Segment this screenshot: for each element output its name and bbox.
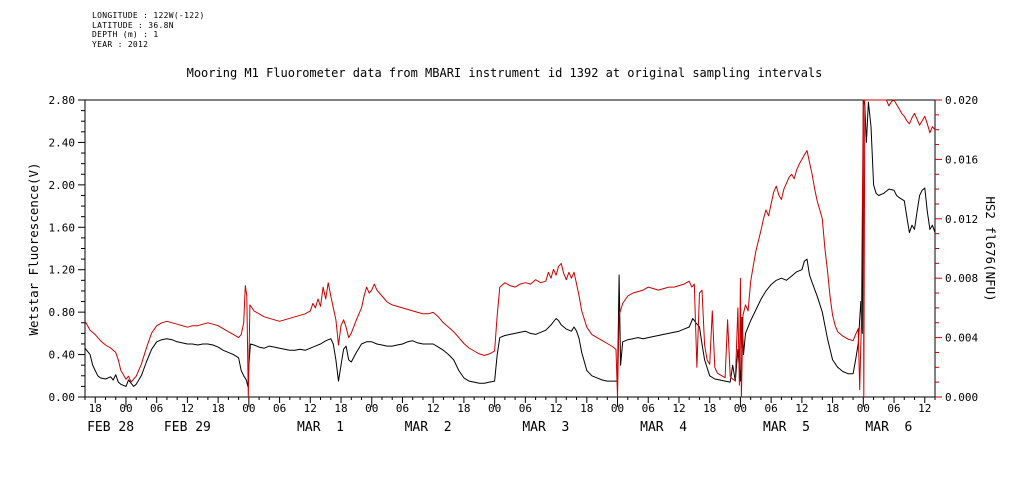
- metadata-depth: DEPTH (m) : 1: [92, 30, 159, 39]
- y-right-tick-label: 0.012: [945, 213, 978, 226]
- chart-title: Mooring M1 Fluorometer data from MBARI i…: [186, 66, 823, 80]
- y-left-tick-label: 0.00: [49, 391, 76, 404]
- metadata-block: LONGITUDE : 122W(-122) LATITUDE : 36.8N …: [92, 11, 205, 49]
- x-hour-tick-label: 12: [918, 402, 931, 415]
- y-left-tick-label: 0.80: [49, 306, 76, 319]
- x-hour-tick-label: 00: [611, 402, 624, 415]
- x-hour-tick-label: 06: [396, 402, 409, 415]
- x-hour-tick-label: 06: [765, 402, 778, 415]
- y-left-tick-label: 1.60: [49, 221, 76, 234]
- x-day-label: MAR 4: [640, 420, 687, 435]
- metadata-longitude: LONGITUDE : 122W(-122): [92, 11, 205, 20]
- y-left-tick-label: 2.80: [49, 94, 76, 107]
- y-left-tick-label: 2.40: [49, 136, 76, 149]
- x-day-label: MAR 2: [405, 420, 452, 435]
- x-hour-tick-label: 18: [457, 402, 470, 415]
- x-day-label: MAR 6: [865, 420, 912, 435]
- x-hour-tick-label: 12: [795, 402, 808, 415]
- x-hour-tick-label: 06: [519, 402, 532, 415]
- x-hour-tick-label: 12: [672, 402, 685, 415]
- x-hour-tick-label: 18: [826, 402, 839, 415]
- x-hour-tick-label: 12: [427, 402, 440, 415]
- x-hour-tick-label: 06: [273, 402, 286, 415]
- x-hour-tick-label: 18: [334, 402, 347, 415]
- y-left-tick-label: 0.40: [49, 349, 76, 362]
- y-right-tick-label: 0.000: [945, 391, 978, 404]
- x-day-label: MAR 3: [522, 420, 569, 435]
- x-hour-tick-label: 18: [703, 402, 716, 415]
- x-hour-tick-label: 00: [857, 402, 870, 415]
- y-right-tick-label: 0.008: [945, 272, 978, 285]
- x-hour-tick-label: 06: [642, 402, 655, 415]
- x-hour-tick-label: 06: [887, 402, 900, 415]
- y-right-tick-label: 0.016: [945, 153, 978, 166]
- x-hour-tick-label: 00: [119, 402, 132, 415]
- x-hour-tick-label: 12: [304, 402, 317, 415]
- x-day-label: FEB 28: [87, 420, 134, 435]
- x-hour-tick-label: 00: [734, 402, 747, 415]
- x-hour-tick-label: 12: [181, 402, 194, 415]
- metadata-year: YEAR : 2012: [92, 39, 149, 49]
- right-axis-title: HS2 fl676(NFU): [983, 196, 998, 301]
- y-right-tick-label: 0.004: [945, 332, 978, 345]
- x-day-label: MAR 5: [763, 420, 810, 435]
- x-hour-tick-label: 18: [212, 402, 225, 415]
- plot-border: [84, 99, 936, 398]
- x-hour-tick-label: 00: [242, 402, 255, 415]
- metadata-latitude: LATITUDE : 36.8N: [92, 20, 174, 30]
- x-day-label: MAR 1: [297, 420, 344, 435]
- y-left-tick-label: 2.00: [49, 179, 76, 192]
- x-hour-tick-label: 18: [89, 402, 102, 415]
- x-hour-tick-label: 18: [580, 402, 593, 415]
- x-day-label: FEB 29: [164, 420, 211, 435]
- series-line-hs2: [84, 99, 936, 398]
- x-hour-tick-label: 12: [549, 402, 562, 415]
- left-axis-title: Wetstar Fluorescence(V): [26, 162, 41, 335]
- y-left-tick-label: 1.20: [49, 264, 76, 277]
- y-right-tick-label: 0.020: [945, 94, 978, 107]
- x-hour-tick-label: 00: [365, 402, 378, 415]
- x-hour-tick-label: 00: [488, 402, 501, 415]
- series-line-wetstar: [84, 99, 936, 387]
- x-hour-tick-label: 06: [150, 402, 163, 415]
